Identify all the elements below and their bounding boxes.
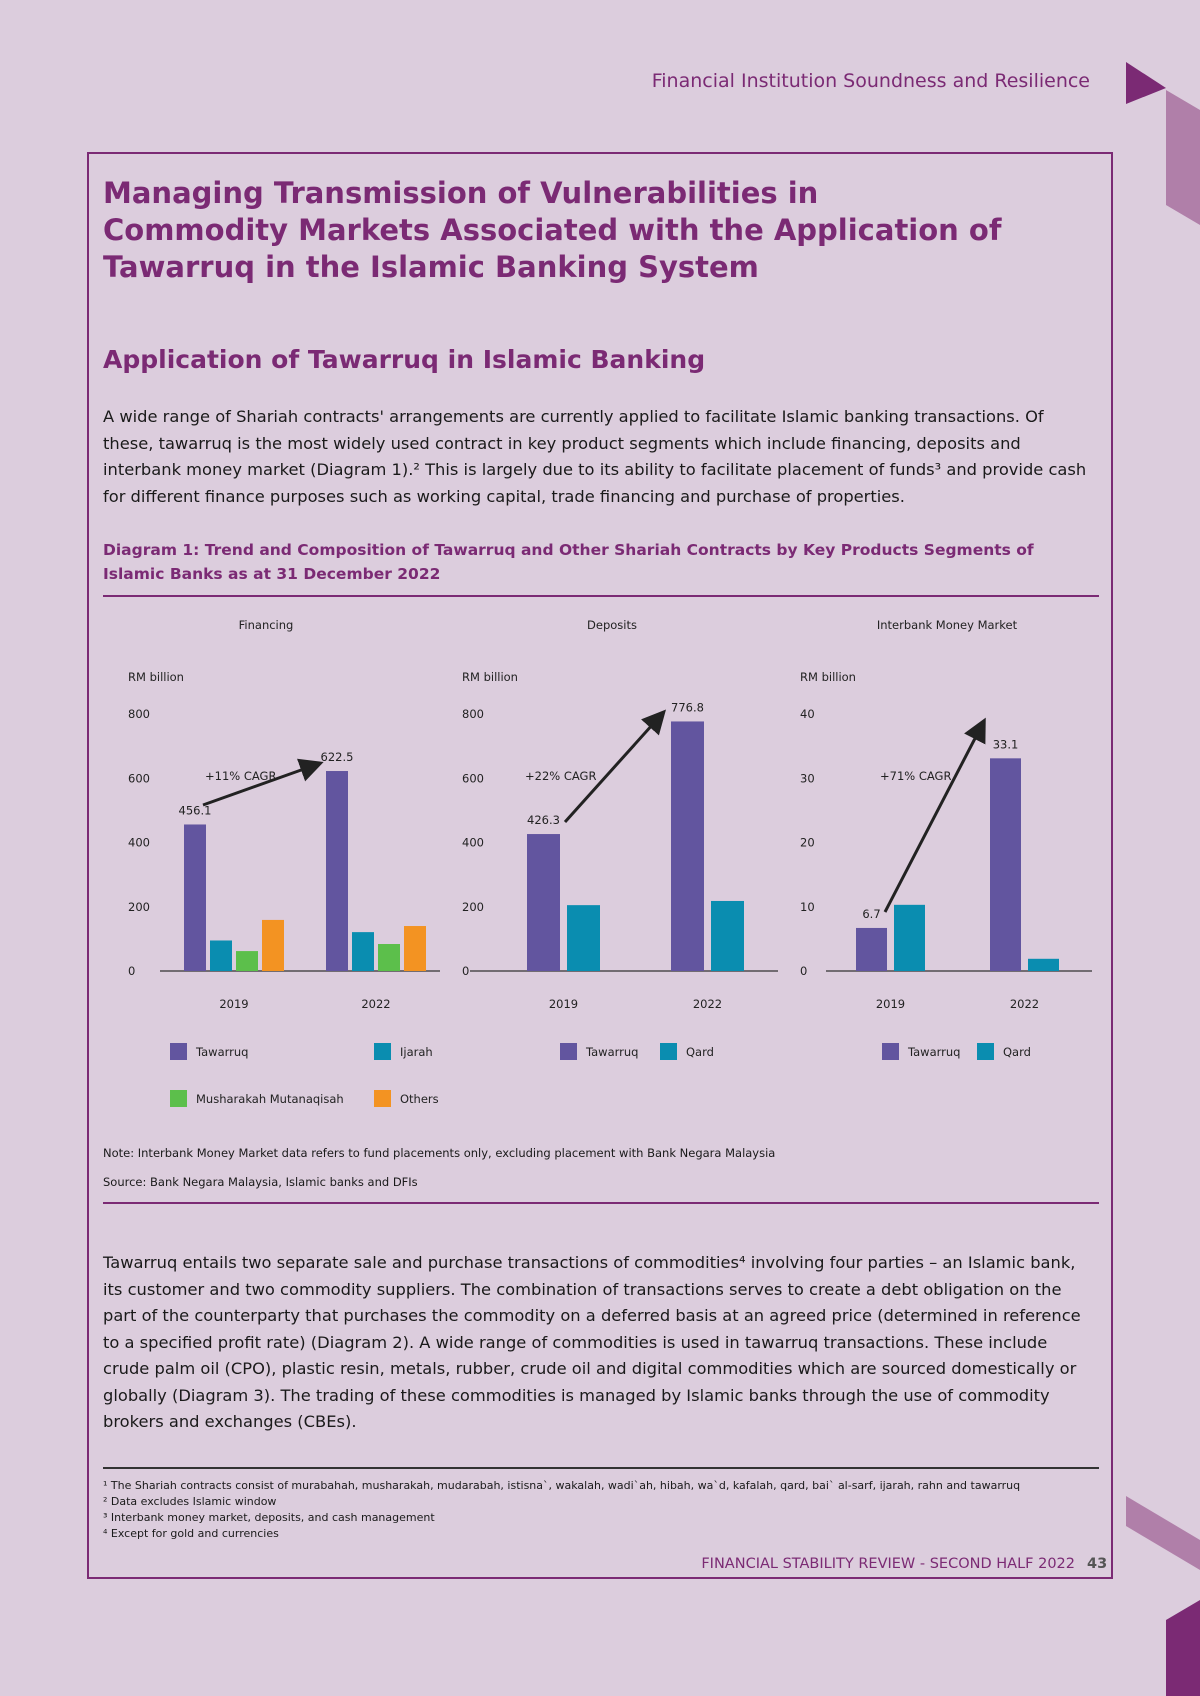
data-label: 6.7 [862, 907, 880, 921]
bar-tawarruq [527, 834, 560, 971]
cagr-annotation: +22% CAGR [525, 769, 596, 783]
y-tick-label: 0 [800, 964, 807, 978]
block-decoration-bottom [1166, 1600, 1200, 1696]
divider [103, 595, 1099, 597]
data-label: 622.5 [321, 750, 354, 764]
footnote-divider [103, 1467, 1099, 1469]
y-tick-label: 800 [462, 707, 484, 721]
data-label: 456.1 [179, 803, 212, 817]
y-tick-label: 600 [462, 771, 484, 785]
x-tick-label: 2019 [219, 997, 248, 1011]
section-header: Financial Institution Soundness and Resi… [651, 70, 1090, 92]
page-number: 43 [1087, 1556, 1108, 1572]
bar-qard [711, 900, 744, 971]
triangle-decoration [1126, 62, 1166, 104]
data-label: 426.3 [527, 813, 560, 827]
legend-swatch [560, 1043, 577, 1060]
cagr-arrow [883, 717, 986, 913]
x-tick-label: 2022 [361, 997, 390, 1011]
bar-qard [567, 905, 600, 971]
article-box [87, 152, 1113, 1579]
intro-paragraph: A wide range of Shariah contracts' arran… [103, 407, 1087, 506]
legend-label: Tawarruq [195, 1045, 248, 1059]
bar-others [404, 926, 426, 971]
y-tick-label: 200 [128, 900, 150, 914]
chart-title: Financing [239, 618, 294, 632]
legend-label: Tawarruq [585, 1045, 638, 1059]
bar-others [262, 919, 284, 971]
bar-tawarruq [856, 927, 887, 971]
y-tick-label: 0 [462, 964, 469, 978]
footnote: ² Data excludes Islamic window [103, 1495, 277, 1508]
bar-tawarruq [990, 758, 1021, 971]
cagr-annotation: +11% CAGR [205, 769, 276, 783]
publication-footer: FINANCIAL STABILITY REVIEW - SECOND HALF… [701, 1556, 1075, 1572]
legend-swatch [882, 1043, 899, 1060]
y-tick-label: 400 [128, 836, 150, 850]
y-axis-label: RM billion [462, 670, 518, 684]
y-tick-label: 800 [128, 707, 150, 721]
legend-swatch [170, 1043, 187, 1060]
bar-qard [1028, 958, 1059, 971]
legend-label: Ijarah [400, 1045, 433, 1059]
chart-title: Deposits [587, 618, 637, 632]
band-decoration [1166, 90, 1200, 225]
bar-ijarah [352, 932, 374, 971]
page-title: Managing Transmission of Vulnerabilities… [103, 176, 1002, 284]
bar-tawarruq [326, 771, 348, 971]
legend-swatch [170, 1090, 187, 1107]
bar-tawarruq [184, 824, 206, 971]
y-tick-label: 10 [800, 900, 815, 914]
y-tick-label: 200 [462, 900, 484, 914]
cagr-arrow [202, 758, 324, 807]
bar-musharakah-mutanaqisah [378, 944, 400, 971]
body-paragraph: Tawarruq entails two separate sale and p… [103, 1253, 1081, 1431]
chart-title: Interbank Money Market [877, 618, 1018, 632]
x-tick-label: 2019 [549, 997, 578, 1011]
band-decoration-bottom [1126, 1496, 1200, 1570]
footnote: ¹ The Shariah contracts consist of murab… [103, 1479, 1021, 1492]
footnotes: ¹ The Shariah contracts consist of murab… [103, 1478, 1093, 1542]
legend-label: Qard [1003, 1045, 1031, 1059]
x-tick-label: 2019 [876, 997, 905, 1011]
legend-label: Musharakah Mutanaqisah [196, 1092, 344, 1106]
y-axis-label: RM billion [128, 670, 184, 684]
legend-swatch [660, 1043, 677, 1060]
divider [103, 1202, 1099, 1204]
chart-note: Note: Interbank Money Market data refers… [103, 1146, 776, 1160]
bar-tawarruq [671, 721, 704, 971]
legend-swatch [374, 1043, 391, 1060]
x-tick-label: 2022 [1010, 997, 1039, 1011]
y-tick-label: 40 [800, 707, 815, 721]
diagram-caption: Diagram 1: Trend and Composition of Tawa… [103, 541, 1034, 583]
y-tick-label: 0 [128, 964, 135, 978]
data-label: 33.1 [993, 737, 1019, 751]
legend-label: Others [400, 1092, 439, 1106]
x-tick-label: 2022 [693, 997, 722, 1011]
legend-label: Qard [686, 1045, 714, 1059]
y-tick-label: 30 [800, 771, 815, 785]
y-tick-label: 600 [128, 771, 150, 785]
footnote: ⁴ Except for gold and currencies [103, 1527, 279, 1540]
legend-swatch [374, 1090, 391, 1107]
legend-swatch [977, 1043, 994, 1060]
chart-source: Source: Bank Negara Malaysia, Islamic ba… [103, 1175, 418, 1189]
bar-ijarah [210, 940, 232, 971]
cagr-annotation: +71% CAGR [880, 769, 951, 783]
legend-label: Tawarruq [907, 1045, 960, 1059]
footnote: ³ Interbank money market, deposits, and … [103, 1511, 435, 1524]
y-axis-label: RM billion [800, 670, 856, 684]
y-tick-label: 400 [462, 836, 484, 850]
bar-qard [894, 904, 925, 971]
y-tick-label: 20 [800, 836, 815, 850]
section-heading: Application of Tawarruq in Islamic Banki… [103, 345, 706, 374]
data-label: 776.8 [671, 700, 704, 714]
bar-musharakah-mutanaqisah [236, 951, 258, 971]
cagr-arrow [563, 709, 667, 824]
